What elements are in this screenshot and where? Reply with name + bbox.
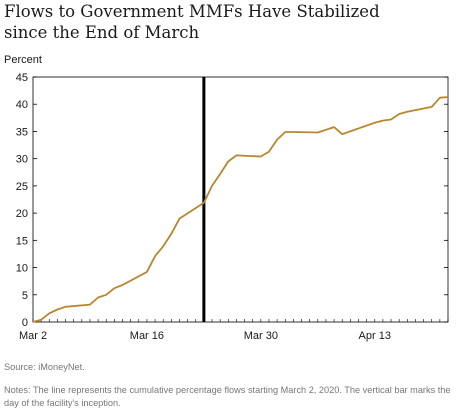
y-tick-label: 0 (22, 317, 28, 329)
x-tick-label: Apr 13 (359, 330, 391, 342)
x-tick-label: Mar 16 (130, 330, 164, 342)
y-tick-label: 5 (22, 290, 28, 302)
y-tick-label: 35 (16, 126, 28, 138)
y-tick-label: 25 (16, 181, 28, 193)
y-tick-label: 45 (16, 72, 28, 84)
y-tick-label: 30 (16, 154, 28, 166)
chart-title: Flows to Government MMFs Have Stabilized… (4, 1, 454, 43)
y-tick-label: 40 (16, 99, 28, 111)
plot-area: 0 5 10 15 20 25 30 35 40 45 Mar 2 Mar 16 Mar 30 Apr 1… (16, 72, 449, 342)
y-axis-label: Percent (4, 54, 42, 66)
y-tick-label: 20 (16, 208, 28, 220)
x-tick-label: Mar 2 (19, 330, 47, 342)
y-tick-label: 10 (16, 263, 28, 275)
x-tick-label: Mar 30 (244, 330, 278, 342)
chart-title-line-1: Flows to Government MMFs Have Stabilized (4, 2, 380, 21)
plot-frame (32, 76, 449, 323)
source-note: Source: iMoneyNet. (4, 362, 85, 372)
y-tick-label: 15 (16, 235, 28, 247)
series-line (32, 96, 449, 323)
line-chart: Percent 0 5 10 15 20 25 30 35 40 45 Mar 2 Mar 16 Mar… (4, 54, 449, 342)
footnote: Notes: The line represents the cumulativ… (4, 385, 451, 408)
chart-title-line-2: since the End of March (4, 23, 200, 42)
